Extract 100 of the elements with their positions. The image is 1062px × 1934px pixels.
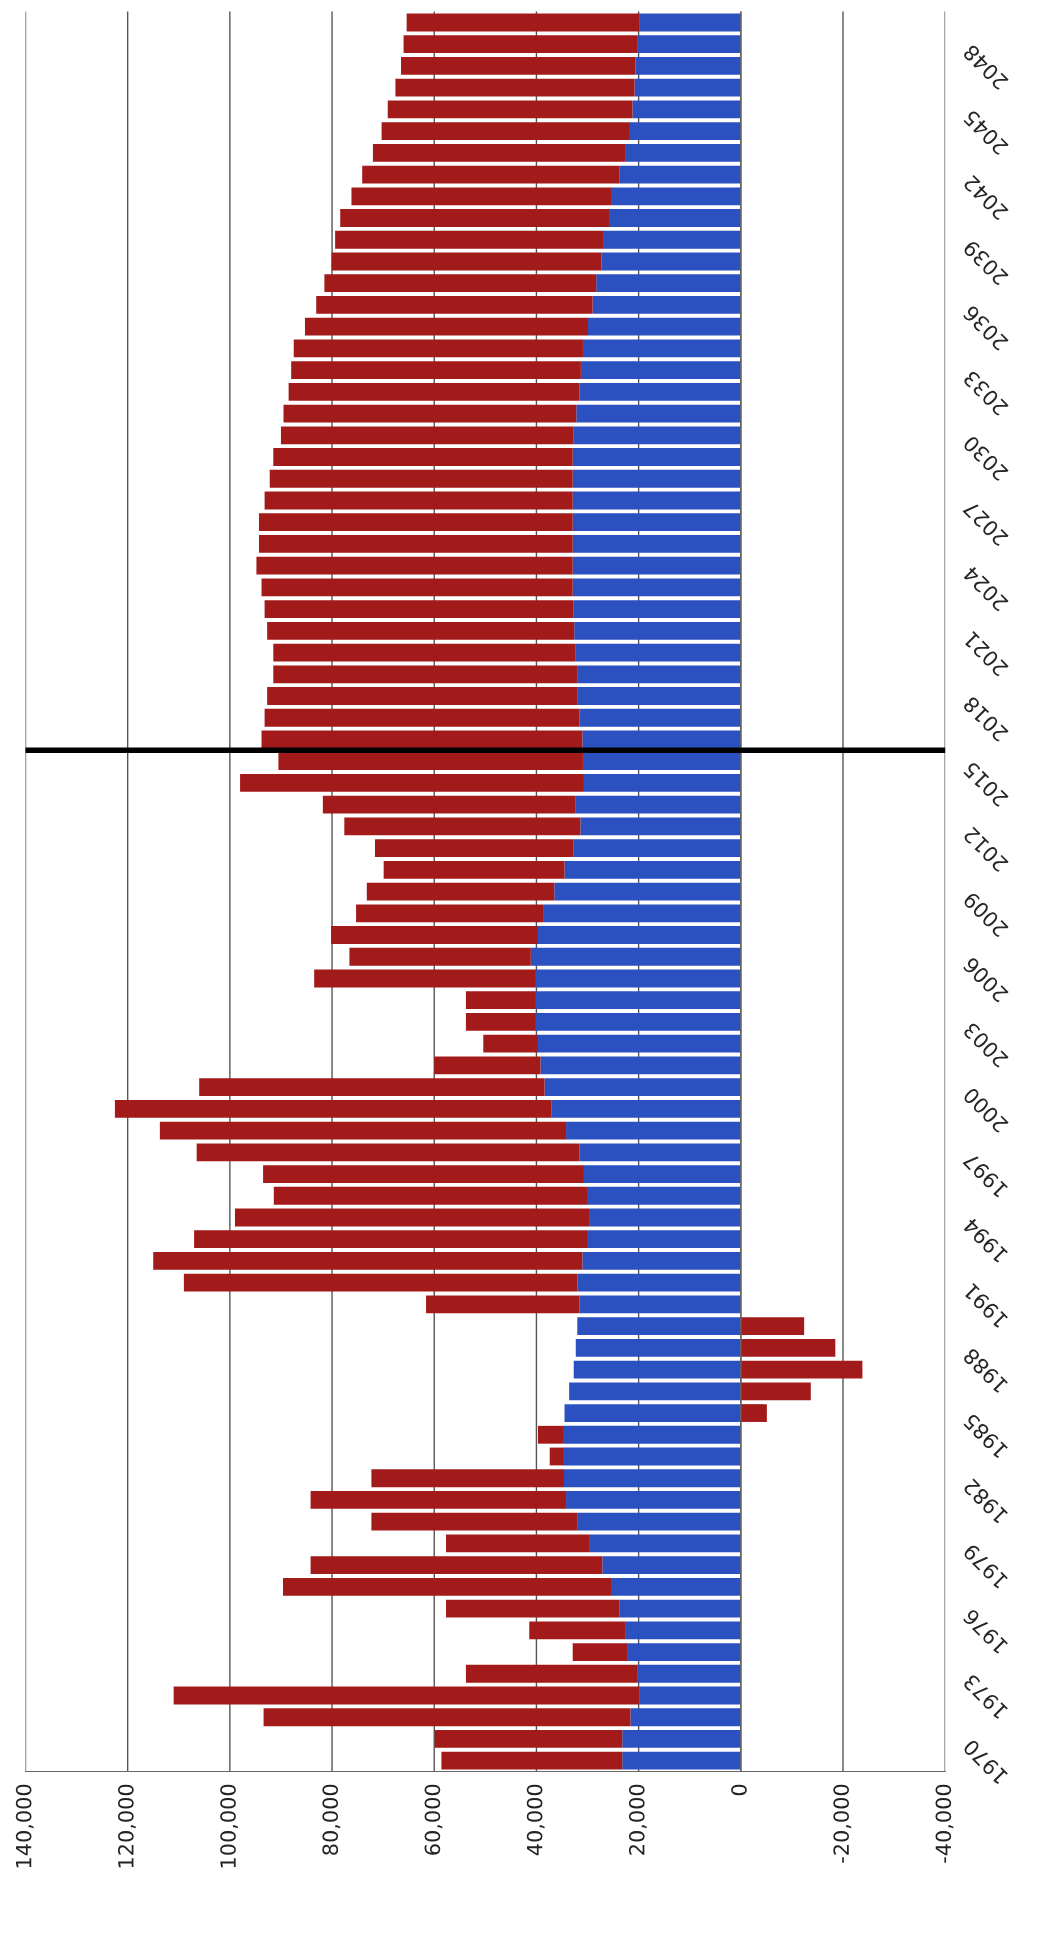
bar — [572, 491, 741, 510]
bar — [572, 556, 741, 575]
bar — [340, 209, 609, 227]
bar — [269, 469, 573, 488]
bar — [263, 1708, 631, 1727]
bar — [288, 382, 580, 401]
bar — [587, 1186, 741, 1205]
bar — [383, 860, 565, 879]
bar — [572, 469, 741, 488]
bar — [261, 730, 583, 749]
bar — [283, 404, 577, 423]
bar — [580, 817, 741, 836]
bar — [240, 774, 584, 792]
bar — [625, 1621, 741, 1640]
bar — [611, 1577, 741, 1596]
bar — [588, 317, 741, 336]
bar — [335, 230, 604, 249]
bar — [592, 296, 741, 314]
bar — [267, 687, 578, 705]
bar — [572, 1643, 628, 1661]
bar — [537, 1425, 563, 1444]
bar — [114, 1099, 552, 1118]
bar — [331, 252, 602, 271]
bar — [322, 795, 576, 814]
bar — [601, 252, 741, 271]
bar — [153, 1252, 583, 1270]
bar — [264, 600, 574, 619]
bar — [572, 448, 741, 466]
bar — [572, 578, 741, 597]
bar — [445, 1599, 620, 1618]
bar — [577, 687, 741, 705]
bar — [563, 1425, 741, 1444]
bar — [635, 57, 741, 75]
bar — [577, 665, 741, 684]
bar — [619, 1599, 741, 1618]
bar — [264, 491, 573, 510]
bar — [740, 1317, 805, 1336]
bar — [273, 1186, 588, 1205]
bar — [574, 621, 741, 640]
bar — [579, 382, 741, 401]
bar — [537, 926, 741, 944]
bar — [395, 78, 635, 97]
bar — [199, 1078, 545, 1097]
x-tick-label: 0 — [731, 1784, 747, 1796]
bar — [183, 1273, 578, 1292]
bar — [577, 1512, 741, 1531]
bar — [596, 274, 741, 293]
bar — [159, 1121, 567, 1140]
x-tick-label: 80,000 — [322, 1784, 341, 1855]
bar — [583, 1165, 741, 1183]
x-tick-label: 20,000 — [628, 1784, 647, 1855]
bar — [573, 600, 741, 619]
bar — [611, 187, 741, 206]
bar — [740, 1382, 811, 1401]
bar — [426, 1295, 580, 1314]
bar — [544, 1078, 741, 1097]
bar — [740, 1360, 863, 1379]
bar — [566, 1121, 741, 1140]
bar — [401, 57, 636, 75]
bar — [577, 1273, 741, 1292]
bar — [580, 361, 741, 380]
bar — [573, 426, 741, 445]
bar — [371, 1512, 578, 1531]
bar — [576, 404, 741, 423]
bar — [740, 1338, 836, 1357]
bar — [625, 143, 741, 162]
bar — [381, 122, 630, 141]
bar — [551, 1099, 741, 1118]
bar — [572, 513, 741, 532]
bar — [564, 1404, 741, 1422]
bar — [634, 78, 741, 97]
bar — [603, 230, 741, 249]
bar — [273, 665, 578, 684]
bar — [258, 535, 573, 553]
bar — [575, 1338, 741, 1357]
bar — [304, 317, 589, 336]
x-tick-label: 140,000 — [15, 1784, 34, 1868]
bar — [441, 1751, 623, 1770]
bar — [316, 296, 593, 314]
bar — [173, 1686, 640, 1705]
bar — [310, 1556, 603, 1575]
bar — [445, 1534, 590, 1553]
bar — [196, 1143, 580, 1162]
bar — [263, 1165, 584, 1183]
bar — [627, 1643, 741, 1661]
bar — [569, 1382, 741, 1401]
bar — [267, 621, 575, 640]
bar — [566, 1491, 741, 1509]
bar — [622, 1751, 741, 1770]
bar — [403, 35, 638, 54]
bar — [639, 1686, 741, 1705]
bar — [194, 1230, 588, 1249]
bar — [637, 1664, 741, 1683]
bar — [637, 35, 741, 54]
bar — [483, 1034, 538, 1053]
bar — [575, 643, 741, 662]
bar — [264, 708, 580, 727]
bar — [630, 1708, 741, 1727]
bar — [589, 1534, 741, 1553]
bar — [540, 1056, 741, 1075]
